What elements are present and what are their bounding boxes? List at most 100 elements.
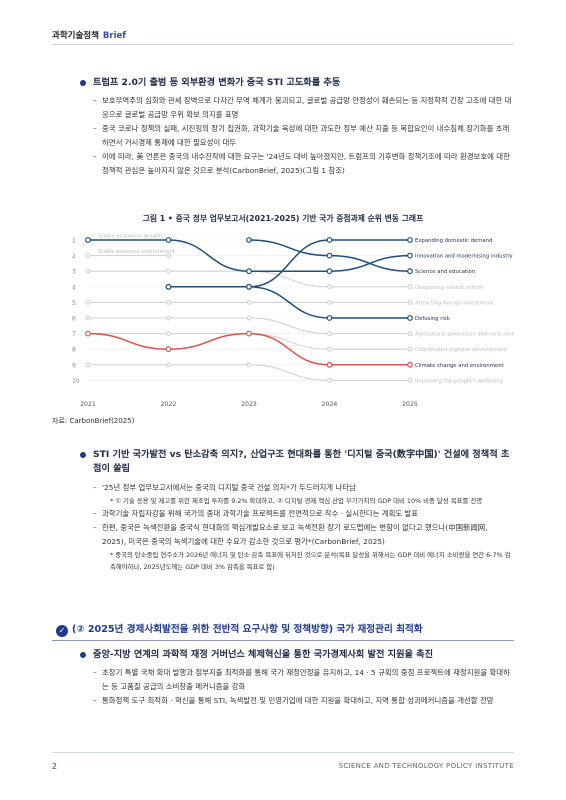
section2-item-2: – 통화정책 도구 최적화 · 혁신을 통해 STI, 녹색발전 및 민영기업에 … bbox=[93, 696, 494, 705]
data-point bbox=[407, 331, 413, 337]
data-point bbox=[326, 237, 333, 243]
data-point bbox=[246, 315, 252, 321]
bullet-dot bbox=[80, 652, 86, 658]
series-label: Attracting foreign investment bbox=[415, 300, 493, 306]
section1-item-2: – 중국 코로나 정책의 실패, 시진핑의 장기 집권화, 과학기술 육성에 대한… bbox=[93, 124, 510, 147]
section1: 트럼프 2.0기 출범 등 외부환경 변화가 중국 STI 고도화를 추동 – 보… bbox=[80, 76, 512, 178]
x-tick-label: 2025 bbox=[402, 401, 418, 408]
data-point bbox=[165, 237, 172, 243]
y-tick-label: 5 bbox=[72, 300, 76, 307]
section1b-note-1: * ① 기술 응용 및 제고를 위한 제조업 투자를 9.2% 확대하고, ② … bbox=[110, 497, 483, 505]
data-point bbox=[407, 252, 413, 259]
data-point bbox=[326, 315, 333, 321]
data-point bbox=[326, 268, 333, 275]
x-tick-label: 2023 bbox=[241, 401, 257, 408]
section1-item-1: – 보호무역주의 심화와 관세 장벽으로 다자간 무역 체계가 붕괴되고, 글로벌… bbox=[93, 96, 512, 119]
data-point bbox=[327, 346, 333, 352]
section2: 중앙-지방 연계의 과학적 재정 거버넌스 체제혁신을 통한 국가경제사회 발전… bbox=[80, 648, 512, 708]
data-point bbox=[85, 315, 91, 321]
data-point bbox=[165, 283, 172, 290]
data-point bbox=[85, 237, 91, 243]
section1b-note-2: * 중국의 탄소중립 현주소가 2026년 에너지 및 탄소 감축 목표에 뒤처… bbox=[110, 551, 511, 571]
footer-rule bbox=[52, 752, 514, 753]
rank-chart: 1 2 3 4 5 6 7 8 9 10 2021 2022 2023 2024 2025 Deepening… bbox=[72, 234, 514, 409]
series-label: Science and education bbox=[415, 269, 475, 275]
x-tick-label: 2021 bbox=[80, 401, 96, 408]
data-point bbox=[407, 377, 413, 383]
y-tick-label: 9 bbox=[72, 362, 76, 369]
section2-rule bbox=[52, 640, 514, 641]
series-label: Defusing risk bbox=[415, 316, 451, 322]
section2-heading: 중앙-지방 연계의 과학적 재정 거버넌스 체제혁신을 통한 국가경제사회 발전… bbox=[80, 648, 512, 662]
bullet-dot bbox=[80, 80, 86, 86]
data-point bbox=[85, 330, 91, 337]
data-point bbox=[327, 299, 333, 305]
data-point bbox=[246, 283, 252, 290]
data-point bbox=[165, 331, 171, 337]
section1b-item-2: – 과학기술 자립자강을 위해 국가의 중대 과학기술 프로젝트를 전면적으로 착… bbox=[93, 509, 419, 518]
data-point bbox=[246, 330, 252, 337]
x-tick-label: 2024 bbox=[322, 401, 338, 408]
figure-title: 그림 1 • 중국 정부 업무보고서(2021-2025) 기반 국가 중점과제… bbox=[142, 214, 424, 223]
section1b-item-3: – 한편, 중국은 녹색전환을 중국식 현대화의 핵심개발요소로 보고 녹색전환 … bbox=[93, 523, 488, 546]
data-point bbox=[246, 299, 252, 305]
y-tick-label: 6 bbox=[72, 316, 76, 323]
x-tick-label: 2022 bbox=[161, 401, 177, 408]
data-point bbox=[165, 346, 172, 353]
y-tick-label: 7 bbox=[72, 331, 76, 338]
y-tick-label: 1 bbox=[72, 238, 76, 245]
header-rule bbox=[52, 44, 514, 45]
figure-source: 자료: CarbonBrief(2025) bbox=[52, 417, 135, 425]
header-title: 과학기술정책 bbox=[52, 31, 99, 41]
section1b-heading: STI 기반 국가발전 vs 탄소감축 의지?, 산업구조 현대화를 통한 '디… bbox=[80, 448, 512, 476]
header-brief: Brief bbox=[102, 31, 126, 41]
section1-item-3: – 이에 따라, 美 언론은 중국의 내수진작에 대한 요구는 '24년도 대비 … bbox=[93, 152, 510, 175]
series-label: Expanding domestic demand bbox=[415, 238, 492, 244]
section1-heading: 트럼프 2.0기 출범 등 외부환경 변화가 중국 STI 고도화를 추동 bbox=[80, 76, 512, 90]
check-icon: ✓ bbox=[56, 625, 68, 637]
y-tick-label: 10 bbox=[72, 378, 80, 385]
data-point bbox=[165, 268, 171, 274]
y-tick-label: 8 bbox=[72, 347, 76, 354]
y-tick-label: 3 bbox=[72, 269, 76, 276]
data-point bbox=[85, 268, 91, 274]
y-tick-label: 4 bbox=[72, 284, 76, 291]
data-point bbox=[407, 237, 413, 243]
data-point bbox=[165, 253, 171, 259]
data-point bbox=[326, 252, 333, 259]
series-label: Improving the people's wellbeing bbox=[415, 378, 503, 384]
data-point bbox=[407, 299, 413, 305]
left-series-label: Stable economic growth bbox=[98, 234, 162, 240]
institute-name: SCIENCE AND TECHNOLOGY POLICY INSTITUTE bbox=[338, 762, 514, 770]
data-point bbox=[85, 362, 91, 368]
data-point bbox=[327, 331, 333, 337]
data-point bbox=[85, 253, 91, 259]
data-point bbox=[407, 315, 413, 321]
data-point bbox=[165, 299, 171, 305]
data-point bbox=[85, 299, 91, 305]
data-point bbox=[407, 361, 413, 368]
data-point bbox=[326, 361, 333, 368]
data-point bbox=[246, 268, 252, 275]
section2-title: ✓ (② 2025년 경제사회발전을 위한 전반적 요구사항 및 정책방향) 국가… bbox=[56, 621, 516, 637]
series-label: Coordinated regional development bbox=[415, 347, 507, 353]
left-series-label: Stable business environment bbox=[98, 249, 175, 255]
y-tick-label: 2 bbox=[72, 253, 76, 260]
series-label: Deepening market reform bbox=[415, 285, 484, 291]
data-point bbox=[327, 284, 333, 290]
bullet-dot bbox=[80, 452, 86, 458]
section1b-item-1: – '25년 정부 업무보고서에서는 중국의 디지털 중국 건설 의지*가 두드러… bbox=[93, 483, 356, 492]
series-label: Climate change and environment bbox=[415, 363, 504, 369]
data-point bbox=[165, 362, 171, 368]
section2-item-1: – 초장기 특별 국채 확대 발행과 정부지출 최적화를 통해 국가 재정안정을 … bbox=[93, 668, 510, 691]
data-point bbox=[246, 237, 252, 243]
section1b: STI 기반 국가발전 vs 탄소감축 의지?, 산업구조 현대화를 통한 '디… bbox=[80, 448, 512, 573]
data-point bbox=[407, 284, 413, 290]
data-point bbox=[407, 268, 413, 275]
data-point bbox=[246, 362, 252, 368]
data-point bbox=[165, 315, 171, 321]
series-line-defusing-risk bbox=[168, 286, 410, 319]
page-number: 2 bbox=[52, 762, 58, 771]
series-label: Innovation and modernising industry bbox=[415, 254, 513, 260]
data-point bbox=[327, 377, 333, 383]
